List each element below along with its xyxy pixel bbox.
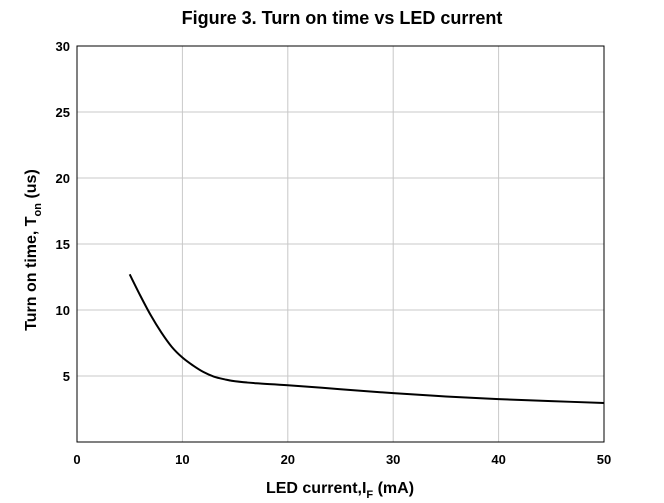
- x-tick-label: 0: [73, 452, 80, 467]
- x-tick-label: 30: [386, 452, 400, 467]
- x-tick-label: 50: [597, 452, 611, 467]
- y-tick-label: 20: [56, 171, 70, 186]
- y-tick-label: 25: [56, 105, 70, 120]
- y-tick-label: 30: [56, 39, 70, 54]
- y-tick-label: 15: [56, 237, 70, 252]
- x-axis-label-main: LED current,I: [266, 480, 366, 497]
- y-tick-label: 5: [63, 369, 70, 384]
- series-line-0: [128, 273, 605, 405]
- x-tick-label: 10: [175, 452, 189, 467]
- x-axis-label-unit: (mA): [373, 480, 414, 497]
- x-axis-label: LED current,IF (mA): [266, 480, 414, 501]
- tick-labels: 0 10 20 30 40 50 5 10 15 20 25 30: [56, 39, 612, 467]
- x-axis-label-subscript: F: [366, 489, 373, 501]
- chart-title: Figure 3. Turn on time vs LED current: [182, 8, 503, 28]
- plot-frame: [76, 45, 605, 443]
- y-axis-label-unit: (us): [23, 169, 40, 203]
- x-tick-label: 40: [491, 452, 505, 467]
- y-axis-label: Turn on time, Ton (us): [23, 169, 44, 331]
- y-tick-label: 10: [56, 303, 70, 318]
- grid-lines: [77, 46, 604, 442]
- x-tick-label: 20: [281, 452, 295, 467]
- y-axis-label-main: Turn on time, T: [23, 216, 40, 331]
- series-layer: [128, 273, 605, 405]
- y-axis-label-subscript: on: [32, 203, 44, 217]
